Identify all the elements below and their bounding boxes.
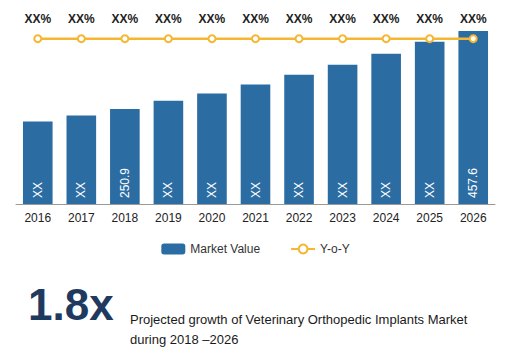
svg-text:XX%: XX% — [373, 12, 400, 26]
svg-text:2022: 2022 — [286, 211, 313, 225]
svg-text:XX%: XX% — [242, 12, 269, 26]
svg-text:2019: 2019 — [155, 211, 182, 225]
svg-text:XX: XX — [249, 182, 263, 198]
svg-text:XX: XX — [423, 182, 437, 198]
svg-text:2018: 2018 — [112, 211, 139, 225]
svg-text:2025: 2025 — [416, 211, 443, 225]
svg-text:XX: XX — [292, 182, 306, 198]
svg-text:XX%: XX% — [416, 12, 443, 26]
svg-text:XX%: XX% — [286, 12, 313, 26]
svg-text:XX%: XX% — [112, 12, 139, 26]
svg-text:250.9: 250.9 — [118, 168, 132, 198]
svg-text:2021: 2021 — [242, 211, 269, 225]
svg-text:2024: 2024 — [373, 211, 400, 225]
svg-text:1.8x: 1.8x — [28, 280, 114, 329]
svg-text:2023: 2023 — [329, 211, 356, 225]
svg-text:XX: XX — [336, 182, 350, 198]
svg-text:XX%: XX% — [155, 12, 182, 26]
svg-text:XX%: XX% — [68, 12, 95, 26]
svg-text:XX%: XX% — [24, 12, 51, 26]
svg-text:Market Value: Market Value — [190, 242, 260, 256]
svg-text:during 2018 –2026: during 2018 –2026 — [130, 332, 238, 347]
svg-text:457.6: 457.6 — [466, 168, 480, 198]
svg-text:XX%: XX% — [199, 12, 226, 26]
svg-text:XX%: XX% — [460, 12, 487, 26]
svg-text:XX: XX — [205, 182, 219, 198]
svg-text:XX: XX — [74, 182, 88, 198]
svg-text:2020: 2020 — [199, 211, 226, 225]
svg-text:XX: XX — [161, 182, 175, 198]
svg-text:Y-o-Y: Y-o-Y — [320, 242, 350, 256]
svg-text:XX%: XX% — [329, 12, 356, 26]
svg-text:XX: XX — [31, 182, 45, 198]
svg-text:XX: XX — [379, 182, 393, 198]
svg-text:2017: 2017 — [68, 211, 95, 225]
svg-text:2016: 2016 — [24, 211, 51, 225]
svg-text:Projected growth of Veterinary: Projected growth of Veterinary Orthopedi… — [130, 312, 471, 327]
svg-text:2026: 2026 — [460, 211, 487, 225]
